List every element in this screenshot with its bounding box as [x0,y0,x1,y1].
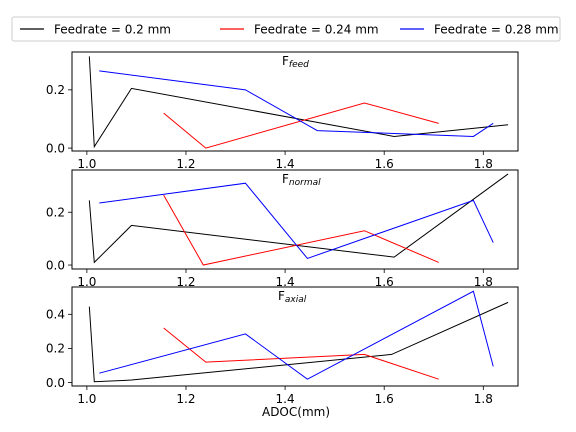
panel-title-sub: normal [289,178,321,188]
x-axis-label: ADOC(mm) [262,405,330,419]
panel-title: Fnormal [282,172,321,188]
plot-frame [71,286,519,387]
y-tick-label: 0.2 [46,342,65,356]
panel-normal: 0.0 0.2 1.0 1.2 1.4 1.6 1.8 Fnormal [46,169,519,289]
x-tick-label: 1.6 [375,392,394,406]
legend-entry: Feedrate = 0.2 mm [54,23,171,37]
x-tick-label: 1.0 [77,392,96,406]
y-tick-label: 0.0 [46,376,65,390]
x-tick-label: 1.8 [474,392,493,406]
panel-feed: 0.0 0.2 1.0 1.2 1.4 1.6 1.8 Ffeed [46,51,519,171]
x-tick-label: 1.8 [474,157,493,171]
y-tick-label: 0.2 [46,83,65,97]
y-tick-label: 0.0 [46,258,65,272]
series-line-3 [99,182,494,260]
x-tick-label: 1.4 [276,392,295,406]
plot-frame [71,169,519,270]
legend-entry: Feedrate = 0.24 mm [254,23,379,37]
panel-axial: 0.0 0.2 0.4 1.0 1.2 1.4 1.6 1.8 Faxial [46,286,519,406]
x-tick-label: 1.6 [375,157,394,171]
legend-frame [11,16,561,42]
y-tick-label: 0.0 [46,141,65,155]
legend-entry: Feedrate = 0.28 mm [434,23,559,37]
y-tick-label: 0.4 [46,308,65,322]
panel-title-main: F [282,54,289,68]
panels: 0.0 0.2 1.0 1.2 1.4 1.6 1.8 Ffeed 0.0 0.2 1.0 1.2 1.… [46,51,519,406]
x-tick-label: 1.8 [474,275,493,289]
series-line-2 [163,327,439,380]
x-tick-label: 1.4 [276,157,295,171]
x-tick-label: 1.0 [77,275,96,289]
y-tick-label: 0.2 [46,206,65,220]
series-line-1 [88,56,509,149]
legend: Feedrate = 0.2 mm Feedrate = 0.24 mm Feedr… [11,16,561,42]
x-tick-label: 1.2 [176,392,195,406]
panel-title-main: F [282,172,289,186]
panel-title-main: F [278,289,285,303]
panel-title-sub: feed [289,60,309,70]
plot-frame [71,51,519,152]
panel-title-sub: axial [285,295,307,305]
x-tick-label: 1.6 [375,275,394,289]
x-tick-label: 1.2 [176,275,195,289]
series-line-2 [163,194,439,266]
series-line-3 [99,70,494,137]
panel-title: Faxial [278,289,307,305]
x-tick-label: 1.4 [276,275,295,289]
series-line-3 [99,290,494,380]
x-tick-label: 1.0 [77,157,96,171]
series-line-1 [88,173,509,264]
series-line-2 [163,102,439,149]
x-tick-label: 1.2 [176,157,195,171]
series-line-1 [88,301,509,383]
panel-title: Ffeed [282,54,309,70]
